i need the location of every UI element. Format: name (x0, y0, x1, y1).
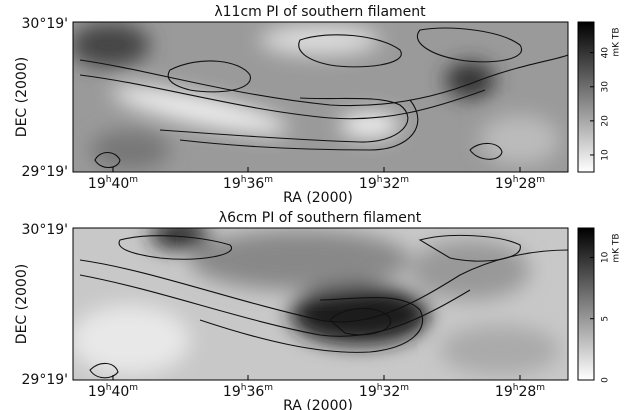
colorbar-tick-label: 40 (601, 47, 611, 59)
x-tick-label: 19h40m (88, 383, 138, 401)
x-axis-label: RA (2000) (283, 398, 353, 410)
y-tick-label: 29°19' (22, 164, 68, 180)
map-6cm (70, 221, 568, 380)
y-tick-label: 29°19' (22, 372, 68, 388)
figure: λ11cm PI of southern filament RA (2000) DE… (0, 0, 629, 410)
colorbar (578, 228, 594, 380)
y-tick-label: 30°19' (22, 16, 68, 32)
colorbar (578, 22, 594, 172)
x-tick-label: 19h32m (359, 175, 409, 193)
panel-title: λ6cm PI of southern filament (219, 210, 422, 226)
y-tick-label: 30°19' (22, 222, 68, 238)
colorbar-tick-label: 20 (601, 115, 611, 127)
y-axis-label: DEC (2000) (14, 57, 30, 137)
y-axis-label: DEC (2000) (14, 264, 30, 344)
x-tick-label: 19h40m (88, 175, 138, 193)
x-tick-label: 19h36m (223, 175, 273, 193)
x-tick-label: 19h36m (223, 383, 273, 401)
x-axis-label: RA (2000) (283, 190, 353, 206)
colorbar-tick-label: 5 (601, 316, 611, 322)
colorbar-tick-label: 30 (601, 81, 611, 93)
panel-title: λ11cm PI of southern filament (214, 4, 426, 20)
x-tick-label: 19h28m (495, 175, 545, 193)
map-11cm (70, 22, 568, 172)
x-tick-label: 19h28m (495, 383, 545, 401)
colorbar-tick-label: 10 (601, 149, 611, 161)
colorbar-tick-label: 0 (601, 377, 611, 383)
colorbar-label: mK TB (612, 27, 622, 56)
colorbar-label: mK TB (612, 233, 622, 262)
x-tick-label: 19h32m (359, 383, 409, 401)
colorbar-tick-label: 10 (601, 251, 611, 263)
